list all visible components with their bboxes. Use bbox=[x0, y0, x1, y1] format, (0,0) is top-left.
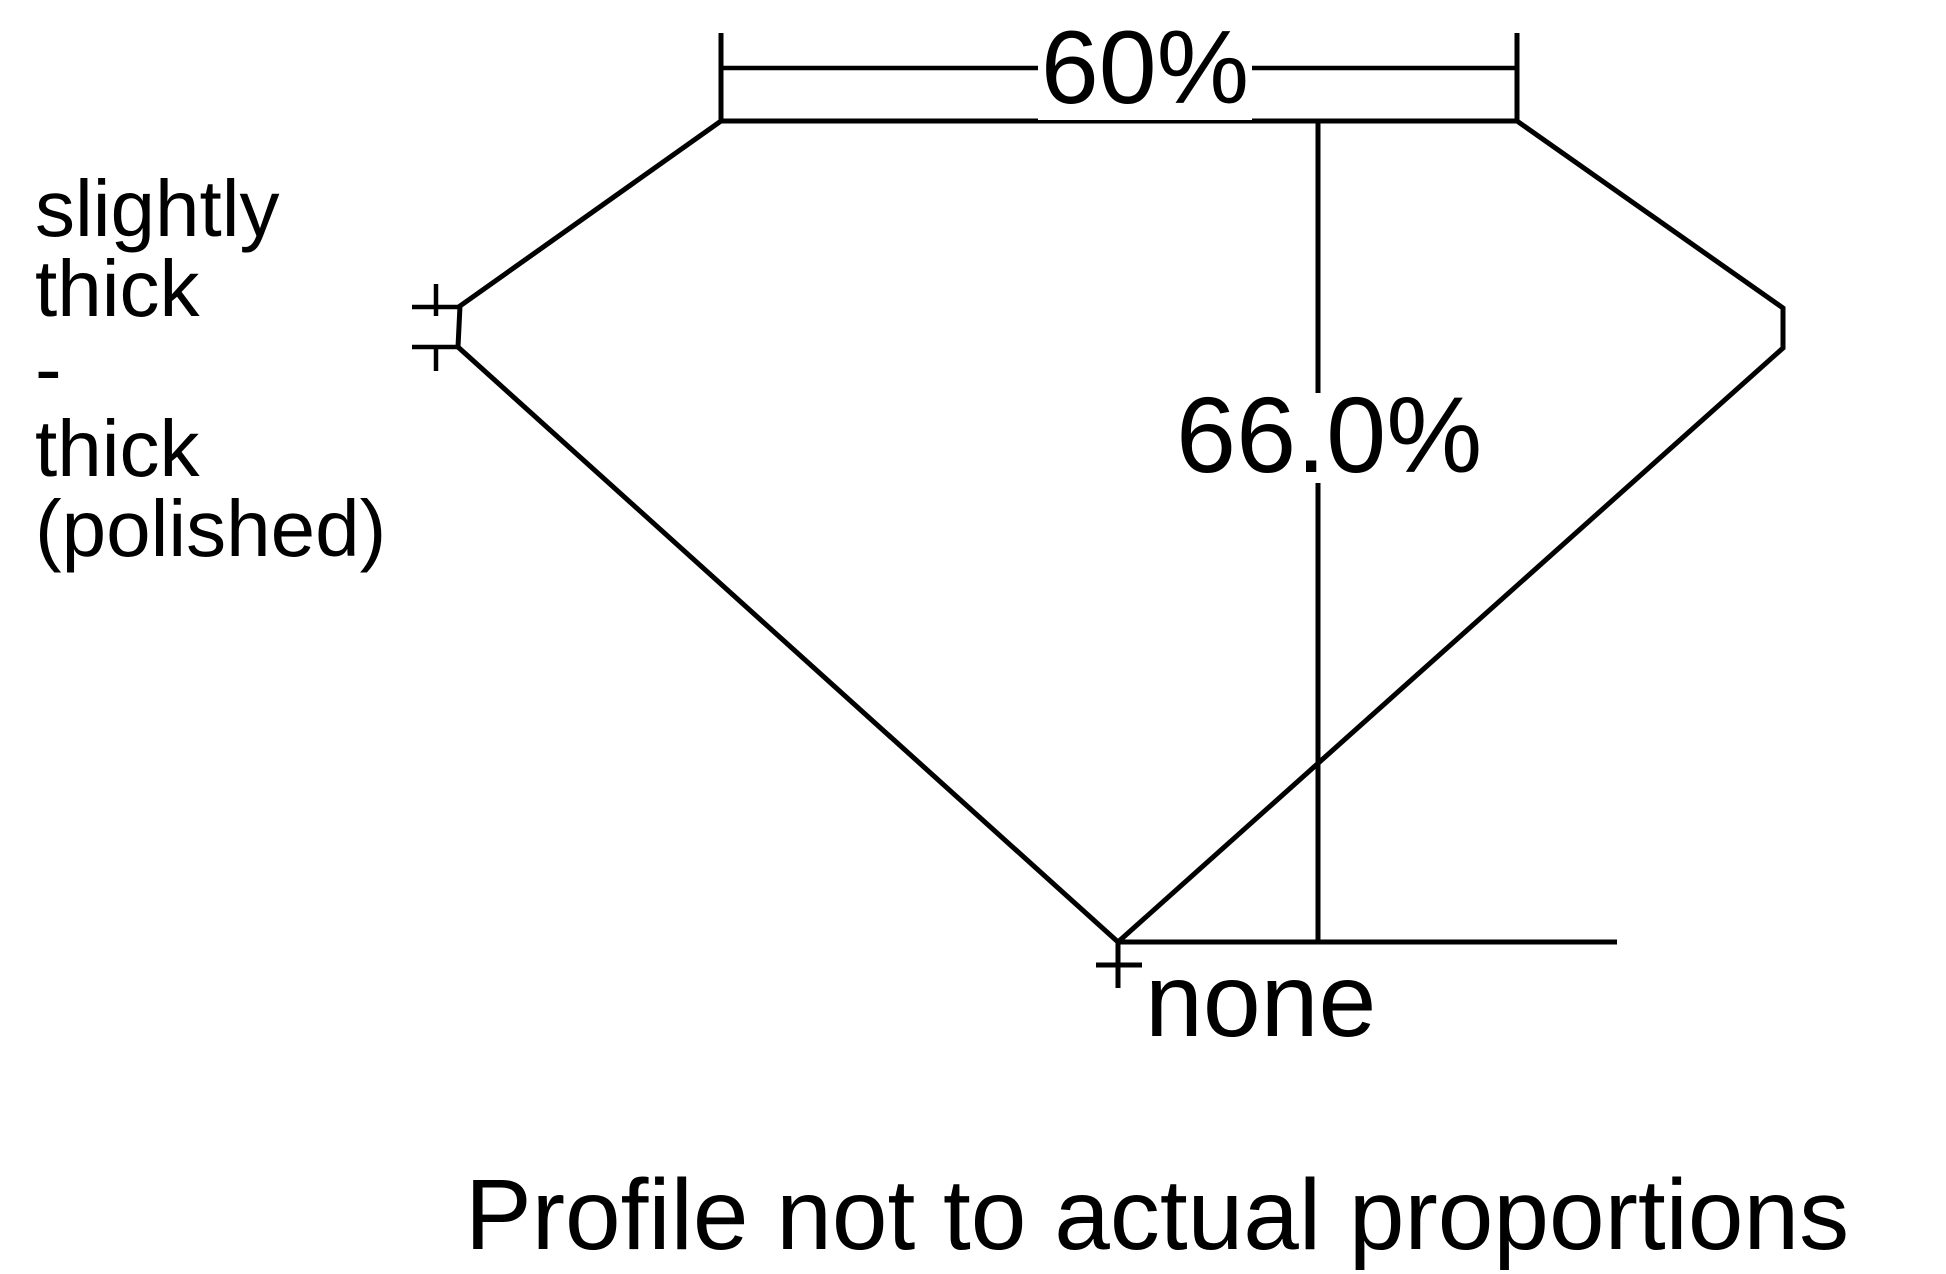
caption-text: Profile not to actual proportions bbox=[465, 1159, 1850, 1271]
depth-percent-label: 66.0% bbox=[1176, 374, 1483, 495]
girdle-label-line-5: (polished) bbox=[35, 484, 387, 573]
table-percent-label: 60% bbox=[1038, 16, 1252, 120]
culet-label: none bbox=[1145, 943, 1377, 1059]
diamond-outline bbox=[455, 118, 1786, 946]
girdle-label-line-2: thick bbox=[35, 244, 200, 333]
girdle-label-line-1: slightly bbox=[35, 164, 280, 253]
girdle-thickness-label: slightly thick - thick (polished) bbox=[35, 169, 386, 569]
girdle-label-line-3: - bbox=[35, 324, 62, 413]
girdle-label-line-4: thick bbox=[35, 404, 200, 493]
